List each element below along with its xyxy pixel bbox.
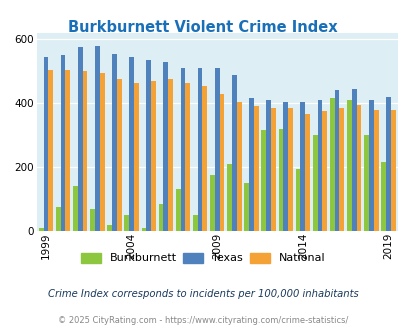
Bar [317,100,322,231]
Bar [185,82,190,231]
Bar [158,204,163,231]
Bar [322,111,326,231]
Bar [214,68,219,231]
Bar [363,135,368,231]
Bar [329,98,334,231]
Bar [278,129,283,231]
Bar [60,55,65,231]
Bar [390,110,395,231]
Bar [380,162,385,231]
Bar [231,75,236,231]
Bar [141,228,146,231]
Bar [368,100,373,231]
Bar [134,82,139,231]
Bar [244,183,248,231]
Bar [48,70,53,231]
Bar [38,228,43,231]
Bar [209,175,214,231]
Bar [248,98,253,231]
Bar [192,215,197,231]
Bar [334,90,339,231]
Bar [266,100,270,231]
Bar [339,108,343,231]
Bar [346,100,351,231]
Bar [107,225,112,231]
Bar [180,68,185,231]
Bar [253,107,258,231]
Bar [82,71,87,231]
Bar [43,57,48,231]
Bar [146,60,151,231]
Bar [356,105,360,231]
Text: Crime Index corresponds to incidents per 100,000 inhabitants: Crime Index corresponds to incidents per… [47,289,358,299]
Bar [65,70,70,231]
Bar [56,207,60,231]
Bar [124,215,129,231]
Bar [312,135,317,231]
Bar [117,79,121,231]
Bar [163,62,168,231]
Bar [300,102,305,231]
Bar [175,189,180,231]
Bar [261,130,266,231]
Bar [151,81,156,231]
Text: © 2025 CityRating.com - https://www.cityrating.com/crime-statistics/: © 2025 CityRating.com - https://www.city… [58,316,347,325]
Legend: Burkburnett, Texas, National: Burkburnett, Texas, National [81,253,324,263]
Bar [78,48,82,231]
Bar [168,79,173,231]
Bar [95,46,100,231]
Bar [373,110,377,231]
Bar [90,209,95,231]
Bar [351,89,356,231]
Text: Burkburnett Violent Crime Index: Burkburnett Violent Crime Index [68,20,337,35]
Bar [197,68,202,231]
Bar [226,164,231,231]
Bar [236,102,241,231]
Bar [295,169,300,231]
Bar [100,73,104,231]
Bar [219,94,224,231]
Bar [283,102,288,231]
Bar [305,115,309,231]
Bar [73,186,78,231]
Bar [288,108,292,231]
Bar [385,97,390,231]
Bar [270,108,275,231]
Bar [129,57,134,231]
Bar [112,54,117,231]
Bar [202,86,207,231]
